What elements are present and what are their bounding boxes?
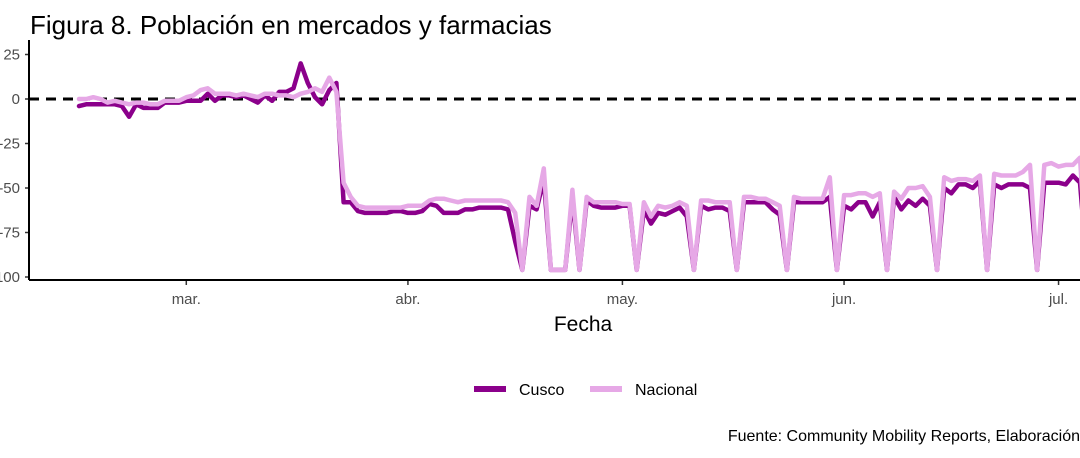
x-tick-label: mar.: [172, 291, 201, 308]
legend-label: Nacional: [635, 382, 697, 399]
y-axis: 25 0 -25 -50 -75 -100: [0, 47, 29, 286]
x-tick-label: jul.: [1048, 291, 1068, 308]
y-tick-label: 0: [12, 91, 20, 108]
y-tick-label: -75: [0, 225, 20, 242]
series-layer: [76, 61, 1080, 273]
x-axis-label: Fecha: [554, 313, 613, 336]
x-axis: mar. abr. may. jun. jul.: [172, 280, 1068, 308]
legend: Cusco Nacional: [474, 382, 697, 399]
source-caption: Fuente: Community Mobility Reports, Elab…: [727, 428, 1080, 445]
y-tick-label: -25: [0, 136, 20, 153]
x-tick-label: may.: [607, 291, 638, 308]
chart-title: Figura 8. Población en mercados y farmac…: [30, 10, 552, 40]
y-tick-label: -100: [0, 269, 20, 286]
y-tick-label: -50: [0, 180, 20, 197]
y-tick-label: 25: [3, 47, 20, 64]
legend-label: Cusco: [519, 382, 564, 399]
x-tick-label: jun.: [831, 291, 856, 308]
x-tick-label: abr.: [395, 291, 420, 308]
series-line-nacional: [76, 75, 1080, 273]
